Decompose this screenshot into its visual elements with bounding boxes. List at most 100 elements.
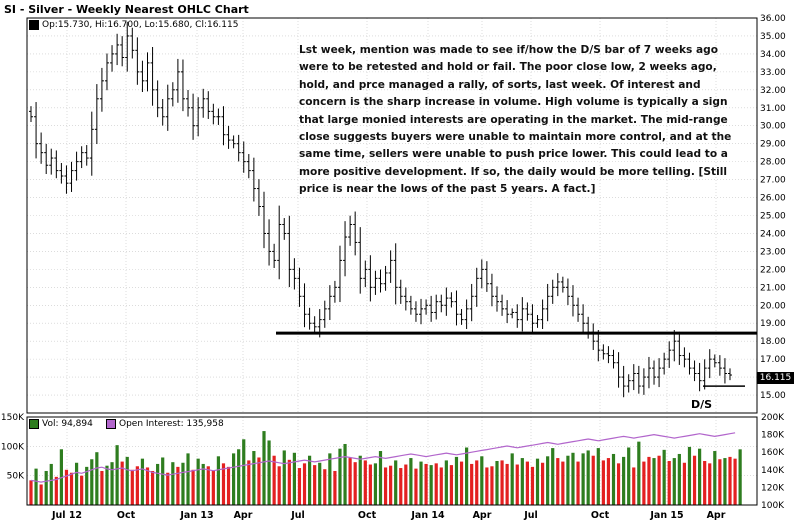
volume-bar xyxy=(120,461,124,505)
price-y-tick-label: 22.00 xyxy=(760,265,786,275)
volume-bar xyxy=(307,455,312,505)
oi-y-tick-label: 180K xyxy=(761,431,785,441)
oi-y-tick-label: 200K xyxy=(761,413,785,423)
volume-legend: Vol: 94,894 xyxy=(29,419,93,429)
volume-bar xyxy=(262,431,266,505)
price-y-tick-label: 18.00 xyxy=(760,337,786,347)
volume-bar xyxy=(69,472,74,505)
volume-bar xyxy=(34,468,38,505)
volume-bar xyxy=(166,472,170,505)
volume-bar xyxy=(723,458,727,505)
volume-bar xyxy=(252,451,256,505)
price-bars xyxy=(29,21,732,398)
price-y-tick-label: 21.00 xyxy=(760,283,786,293)
volume-bars xyxy=(29,431,742,505)
oi-y-tick-label: 100K xyxy=(761,501,785,511)
volume-bar xyxy=(196,458,200,505)
volume-bar xyxy=(161,457,165,505)
volume-bar xyxy=(323,469,327,505)
volume-bar xyxy=(632,467,636,505)
volume-bar xyxy=(343,443,347,505)
volume-bar xyxy=(140,458,145,505)
volume-bar xyxy=(667,461,671,505)
volume-bar xyxy=(622,456,626,505)
annotation-text: Lst week, mention was made to see if/how… xyxy=(299,44,732,196)
volume-bar xyxy=(611,453,616,505)
volume-bar xyxy=(718,459,722,505)
volume-bar xyxy=(216,456,221,505)
volume-bar xyxy=(505,463,509,505)
chart-title: SI - Silver - Weekly Nearest OHLC Chart xyxy=(4,3,249,16)
volume-bar xyxy=(394,460,398,505)
volume-bar xyxy=(221,463,226,505)
volume-bar xyxy=(525,461,529,505)
volume-bar xyxy=(586,450,590,505)
x-tick-label: Jan 15 xyxy=(649,510,683,521)
price-y-tick-label: 34.00 xyxy=(760,50,786,60)
volume-bar xyxy=(368,464,372,505)
open-interest-path xyxy=(30,432,736,483)
price-y-tick-label: 32.00 xyxy=(760,86,786,96)
volume-bar xyxy=(156,463,160,505)
last-price-label: 16.115 xyxy=(757,372,794,384)
volume-legend-text: Vol: 94,894 xyxy=(42,419,93,429)
price-y-tick-label: 28.00 xyxy=(760,158,786,168)
volume-bar xyxy=(627,447,631,505)
x-tick-label: Jan 13 xyxy=(179,510,213,521)
volume-bar xyxy=(434,463,438,505)
volume-bar xyxy=(100,470,104,505)
volume-bar xyxy=(80,475,84,505)
oi-y-tick-label: 120K xyxy=(761,483,785,493)
volume-bar xyxy=(485,467,489,505)
volume-bar xyxy=(404,464,408,505)
volume-bar xyxy=(470,463,474,505)
volume-bar xyxy=(29,480,33,505)
volume-bar xyxy=(277,466,281,505)
volume-bar xyxy=(520,458,524,505)
volume-bar xyxy=(363,460,367,505)
volume-bar xyxy=(338,448,342,505)
volume-bar xyxy=(454,456,459,505)
volume-bar xyxy=(510,453,514,505)
volume-bar xyxy=(125,456,129,505)
x-tick-label: Oct xyxy=(591,510,610,521)
price-y-tick-label: 29.00 xyxy=(760,140,786,150)
price-y-tick-label: 19.00 xyxy=(760,319,786,329)
volume-bar xyxy=(515,464,519,505)
volume-bar xyxy=(191,469,195,505)
oi-legend: Open Interest: 135,958 xyxy=(106,419,224,429)
volume-panel-frame xyxy=(26,416,758,506)
volume-bar xyxy=(414,468,418,505)
ohlc-legend-swatch xyxy=(29,20,39,30)
volume-bar xyxy=(176,466,180,505)
volume-bar xyxy=(601,460,605,505)
volume-bar xyxy=(211,470,215,505)
volume-bar xyxy=(591,455,595,505)
volume-y-tick-label: 100K xyxy=(1,442,25,452)
volume-y-axis: 50K 100K 150K xyxy=(1,413,25,482)
volume-bar xyxy=(49,463,53,505)
volume-bar xyxy=(556,458,560,505)
volume-bar xyxy=(267,440,271,505)
volume-bar xyxy=(105,465,109,505)
volume-bar xyxy=(738,449,742,505)
volume-bar xyxy=(480,456,484,505)
volume-bar xyxy=(581,453,585,505)
volume-bar xyxy=(85,466,89,505)
open-interest-line xyxy=(30,432,736,483)
volume-bar xyxy=(206,466,210,505)
x-axis: Jul 12 Oct Jan 13 Apr Jul Oct Jan 14 Apr Jul Oct J… xyxy=(51,510,726,521)
volume-bar xyxy=(500,460,504,505)
price-y-tick-label: 20.00 xyxy=(760,301,786,311)
volume-bar xyxy=(186,453,190,505)
volume-bar xyxy=(708,463,712,505)
price-y-tick-label: 36.00 xyxy=(760,14,786,24)
ohlc-legend: Op:15.730, Hi:16.700, Lo:15.680, Cl:16.1… xyxy=(29,20,238,30)
volume-bar xyxy=(637,441,641,505)
volume-bar xyxy=(242,439,246,505)
volume-bar xyxy=(39,484,43,505)
volume-bar xyxy=(652,458,656,505)
volume-bar xyxy=(90,459,94,505)
volume-bar xyxy=(546,456,550,505)
